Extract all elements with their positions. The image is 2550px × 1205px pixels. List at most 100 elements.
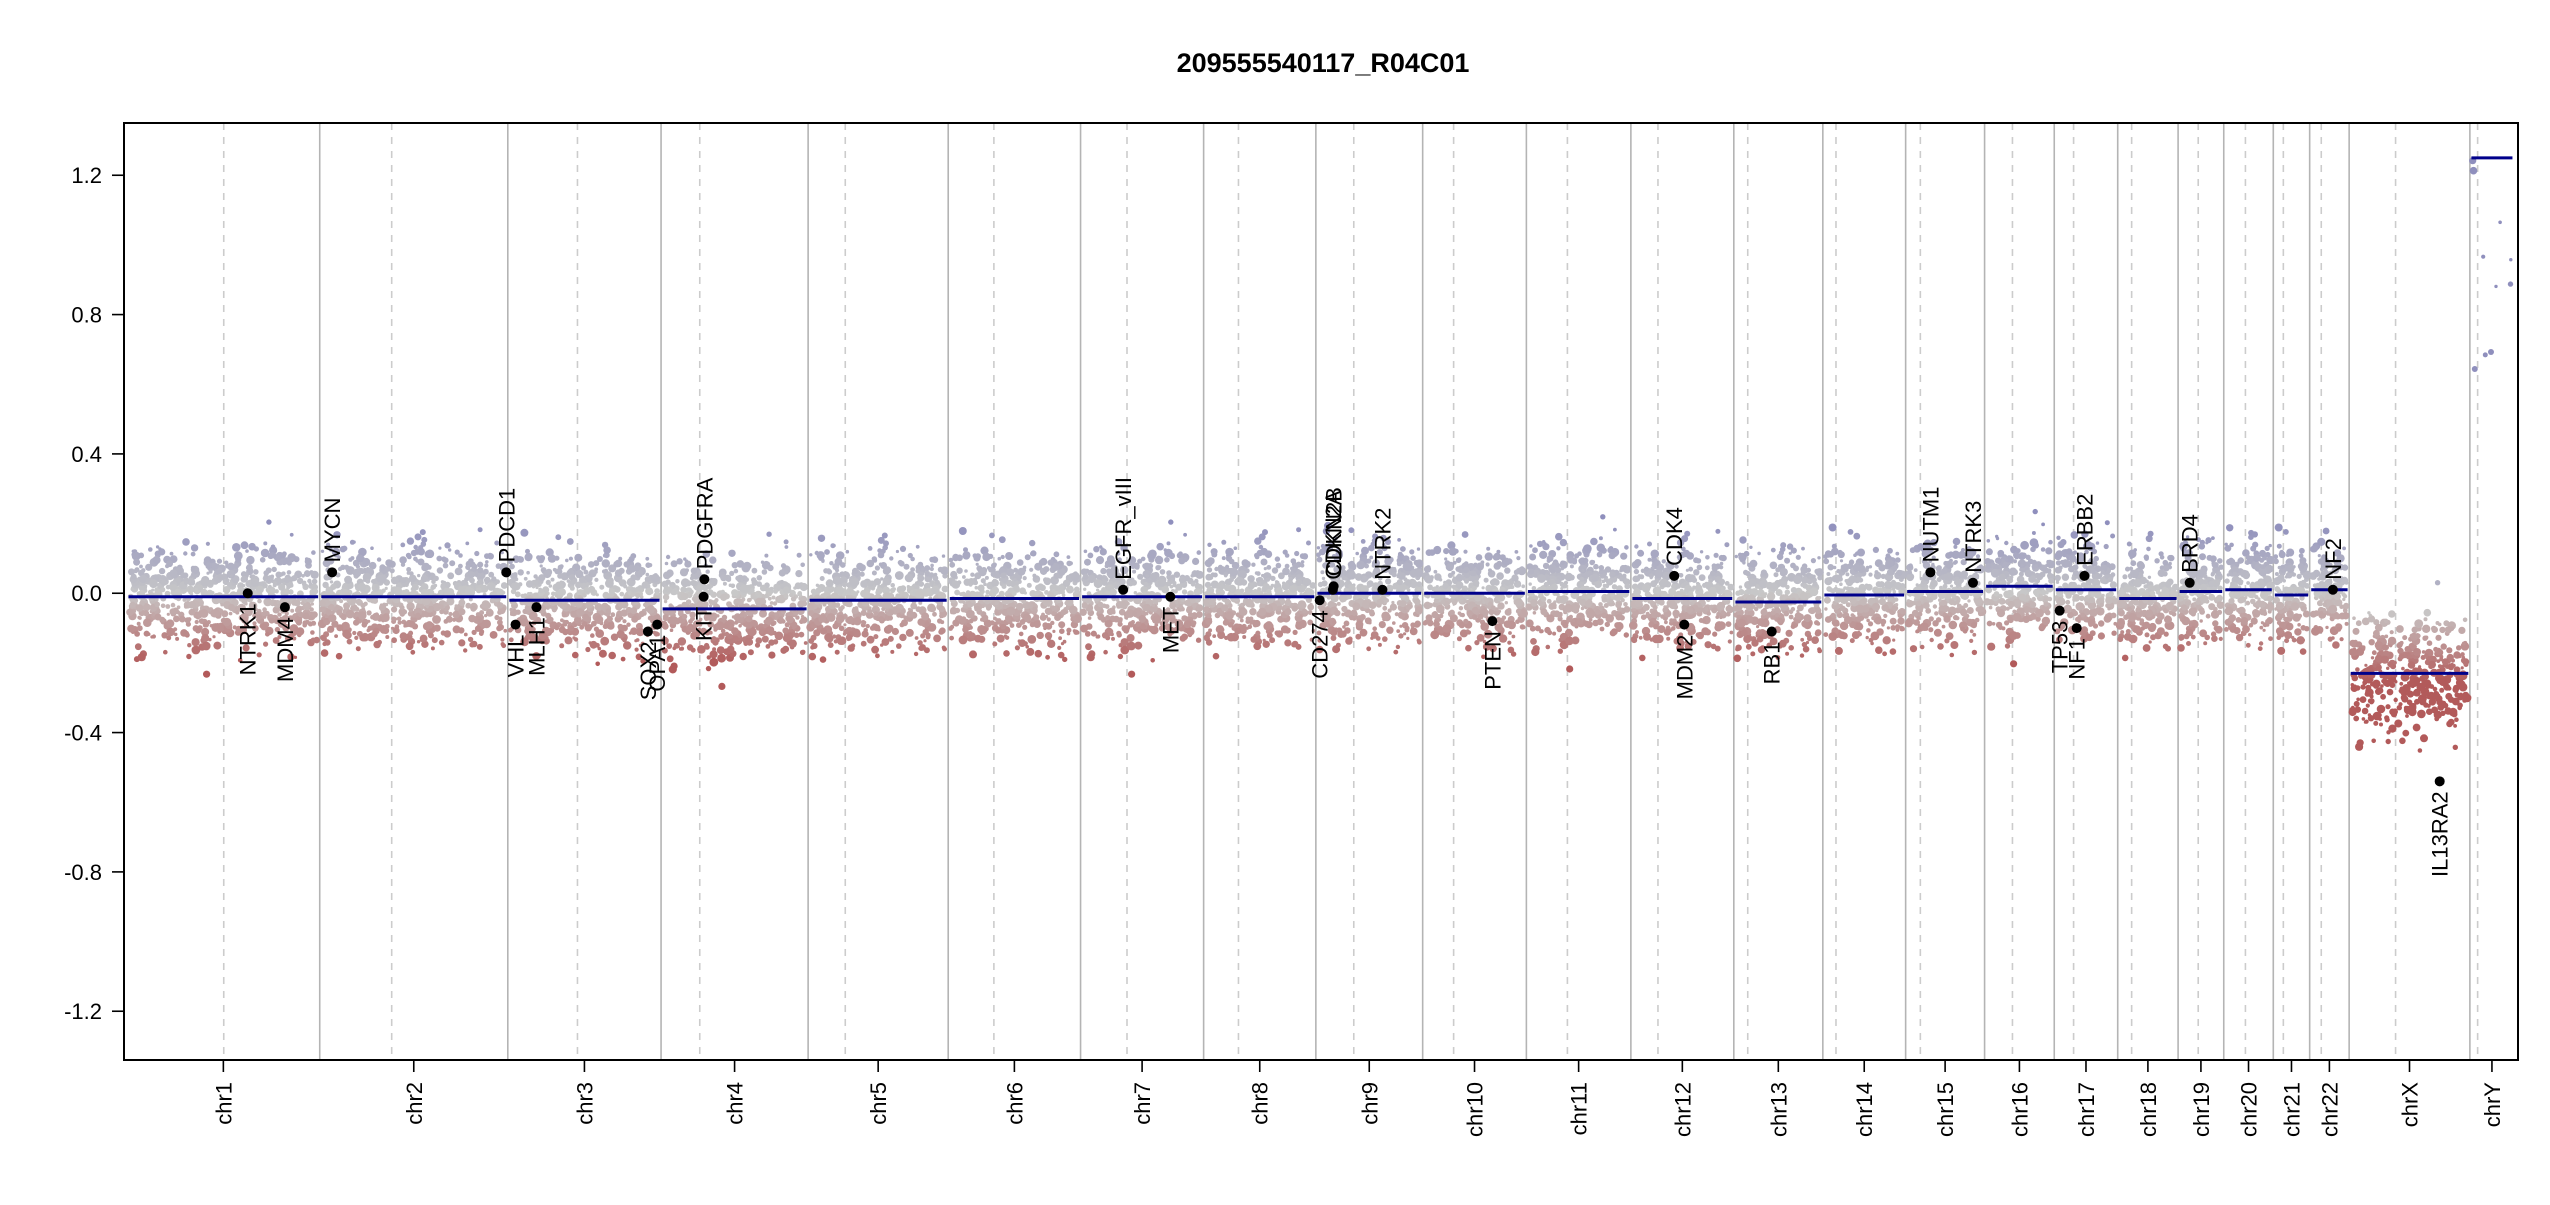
probe-point: [1332, 645, 1340, 653]
probe-point: [136, 604, 144, 612]
probe-point: [575, 570, 583, 578]
probe-point: [1459, 622, 1465, 628]
probe-point: [639, 611, 645, 617]
probe-point: [1546, 645, 1551, 650]
probe-point: [1194, 588, 1201, 595]
probe-point: [1307, 604, 1314, 611]
probe-point: [1150, 658, 1155, 663]
probe-point: [722, 615, 727, 620]
probe-point: [1030, 622, 1035, 627]
probe-point: [474, 551, 479, 556]
probe-point: [1415, 559, 1423, 567]
probe-point: [1212, 634, 1216, 638]
probe-point: [585, 647, 590, 652]
probe-point: [211, 591, 215, 595]
probe-point: [1427, 620, 1434, 627]
probe-point: [1142, 591, 1145, 594]
probe-point: [1184, 620, 1192, 628]
probe-point: [1045, 608, 1052, 615]
probe-point: [1443, 548, 1449, 554]
probe-point: [1059, 628, 1065, 634]
probe-point: [678, 637, 686, 645]
probe-point: [874, 611, 879, 616]
probe-point: [867, 636, 875, 644]
probe-point: [415, 533, 422, 540]
probe-point: [513, 572, 518, 577]
probe-point: [1190, 598, 1195, 603]
probe-point: [1512, 635, 1516, 639]
probe-point: [813, 629, 820, 636]
probe-point: [670, 628, 674, 632]
probe-point: [962, 552, 970, 560]
probe-point: [278, 584, 285, 591]
probe-point: [1085, 643, 1092, 650]
probe-point: [567, 579, 571, 583]
probe-point: [567, 593, 573, 599]
probe-point: [1088, 616, 1092, 620]
probe-point: [1234, 578, 1241, 585]
probe-point: [253, 569, 259, 575]
probe-point: [742, 563, 750, 571]
probe-point: [1036, 579, 1040, 583]
probe-point: [1414, 599, 1421, 606]
probe-point: [1395, 612, 1399, 616]
probe-point: [538, 588, 543, 593]
probe-point: [511, 582, 518, 589]
probe-point: [1013, 578, 1016, 581]
probe-point: [220, 603, 223, 606]
probe-point: [302, 620, 308, 626]
probe-point: [1229, 577, 1234, 582]
probe-point: [1472, 607, 1479, 614]
probe-point: [907, 611, 914, 618]
probe-point: [915, 590, 923, 598]
probe-point: [992, 587, 1000, 595]
probe-point: [969, 650, 977, 658]
probe-point: [924, 566, 929, 571]
probe-point: [191, 580, 195, 584]
probe-point: [630, 574, 636, 580]
probe-point: [950, 607, 958, 615]
probe-point: [656, 591, 660, 595]
probe-point: [1230, 588, 1234, 592]
probe-point: [1053, 573, 1059, 579]
probe-point: [876, 587, 883, 594]
probe-point: [1179, 577, 1185, 583]
probe-point: [1060, 586, 1064, 590]
probe-point: [1171, 575, 1175, 579]
probe-point: [131, 588, 134, 591]
probe-point: [1318, 606, 1321, 609]
probe-point: [1160, 569, 1166, 575]
probe-point: [1247, 575, 1254, 582]
probe-point: [406, 553, 411, 558]
probe-point: [1102, 632, 1108, 638]
probe-point: [191, 572, 194, 575]
probe-point: [1485, 552, 1493, 560]
probe-point: [1397, 579, 1403, 585]
probe-point: [975, 606, 981, 612]
probe-point: [983, 615, 989, 621]
probe-point: [305, 558, 312, 565]
probe-point: [1221, 604, 1228, 611]
probe-point: [1128, 671, 1135, 678]
probe-point: [201, 634, 209, 642]
probe-point: [225, 563, 230, 568]
probe-point: [752, 580, 758, 586]
probe-point: [846, 550, 850, 554]
probe-point: [439, 609, 444, 614]
probe-point: [1349, 585, 1356, 592]
probe-point: [942, 586, 949, 593]
probe-point: [1466, 629, 1469, 632]
probe-point: [223, 586, 231, 594]
probe-point: [527, 592, 530, 595]
probe-point: [256, 586, 264, 594]
probe-point: [585, 624, 592, 631]
probe-point: [896, 643, 902, 649]
probe-point: [1276, 587, 1283, 594]
probe-point: [910, 603, 917, 610]
probe-point: [1182, 589, 1187, 594]
probe-point: [832, 623, 838, 629]
probe-point: [1072, 616, 1076, 620]
probe-point: [1511, 651, 1516, 656]
probe-point: [582, 614, 589, 621]
